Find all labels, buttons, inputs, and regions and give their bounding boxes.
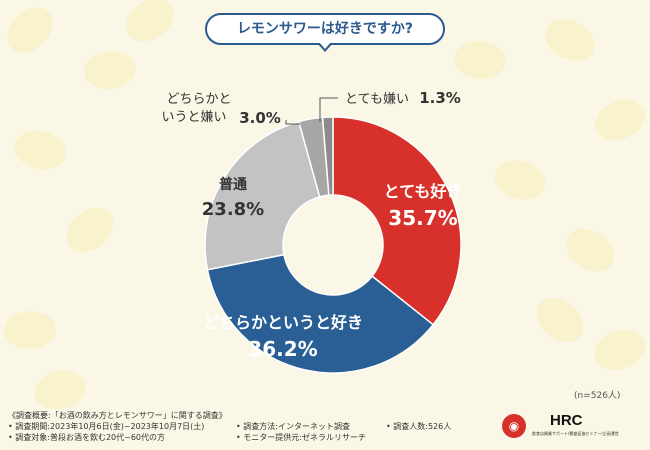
footer-target: • 調査対象:普段お酒を飲む20代~60代の方 xyxy=(8,433,166,442)
slice-love xyxy=(332,116,462,326)
lemon-decoration xyxy=(536,297,584,343)
sample-size-note: (n=526人) xyxy=(574,391,621,401)
hrc-logo-subtitle: 飲食店開業サポート/繁盛促進セミナー/企画運営 xyxy=(532,431,619,436)
label-like-value: 36.2% xyxy=(248,337,317,361)
label-dislike-name: とても嫌い xyxy=(345,92,409,107)
lemon-decoration xyxy=(494,160,546,200)
hrc-logo: ◉ HRC 飲食店開業サポート/繁盛促進セミナー/企画運営 xyxy=(502,412,642,442)
footer-period: • 調査期間:2023年10月6日(金)~2023年10月7日(土) xyxy=(8,422,205,431)
survey-overview: 《調査概要:「お酒の飲み方とレモンサワー」に関する調査》 • 調査期間:2023… xyxy=(8,410,451,443)
footer-count: • 調査人数:526人 xyxy=(386,422,452,431)
lemon-decoration xyxy=(4,310,56,350)
slice-neutral xyxy=(204,120,321,271)
hrc-emblem-icon: ◉ xyxy=(502,414,526,438)
footer-method: • 調査方法:インターネット調査 xyxy=(236,422,350,431)
label-neutral-value: 23.8% xyxy=(202,199,264,220)
label-somewhat-dislike-value: 3.0% xyxy=(239,109,281,127)
lemon-decoration xyxy=(66,207,114,253)
lemon-decoration xyxy=(454,40,506,80)
lemon-decoration xyxy=(565,228,615,272)
lemon-decoration xyxy=(7,7,53,53)
lemon-decoration xyxy=(14,130,66,170)
label-love-value: 35.7% xyxy=(388,206,457,230)
label-somewhat-dislike-name-2: いうと嫌い xyxy=(161,110,226,125)
label-somewhat-dislike-name-1: どちらかと xyxy=(166,92,231,107)
hrc-logo-name: HRC xyxy=(550,412,583,429)
label-dislike-value: 1.3% xyxy=(419,89,461,107)
leader-line-somewhat-dislike xyxy=(285,120,300,125)
label-neutral-name: 普通 xyxy=(219,176,247,193)
lemon-decoration xyxy=(84,50,136,90)
lemon-decoration xyxy=(594,330,646,370)
slice-somewhat-like xyxy=(206,253,435,374)
slice-dislike xyxy=(321,116,334,196)
label-like-name: どちらかというと好き xyxy=(203,313,363,332)
lemon-decoration xyxy=(126,0,174,42)
footer-overview: 《調査概要:「お酒の飲み方とレモンサワー」に関する調査》 xyxy=(8,411,227,420)
lemon-decoration xyxy=(545,19,595,61)
footer-provider: • モニター提供元:ゼネラルリサーチ xyxy=(236,433,366,442)
label-love-name: とても好き xyxy=(384,182,463,201)
lemon-decoration xyxy=(34,370,86,410)
chart-title: レモンサワーは好きですか? xyxy=(205,13,445,45)
lemon-decoration xyxy=(595,99,645,141)
leader-line-dislike xyxy=(319,97,338,122)
